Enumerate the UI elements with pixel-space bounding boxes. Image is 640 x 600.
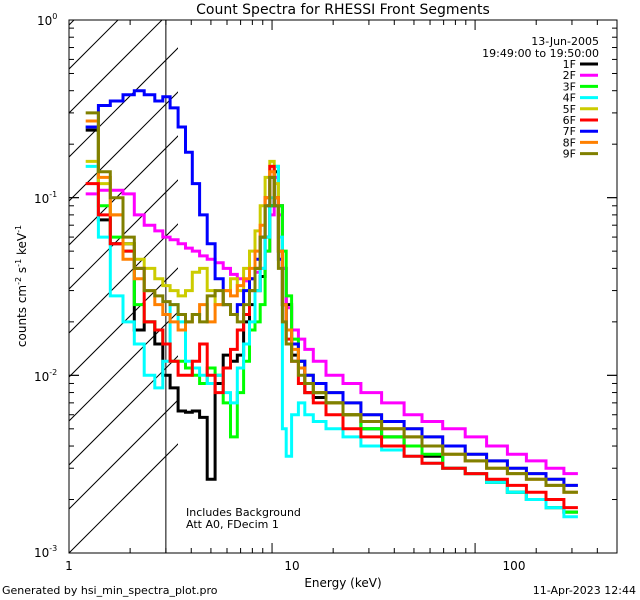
timestamp-footer: 11-Apr-2023 12:44	[532, 584, 636, 597]
hatch-line	[69, 355, 178, 466]
time-range-annotation: 19:49:00 to 19:50:00	[482, 47, 599, 60]
hatch-line	[69, 20, 163, 114]
attenuator-note: Att A0, FDecim 1	[186, 518, 279, 531]
date-annotation: 13-Jun-2005	[531, 35, 599, 48]
legend-label-9f: 9F	[563, 148, 576, 161]
legend-label-2f: 2F	[563, 69, 576, 82]
hatch-line	[69, 399, 178, 510]
x-tick-label: 10	[284, 559, 299, 573]
y-tick-label: 10-3	[34, 544, 57, 560]
y-tick-label: 10-2	[34, 368, 57, 384]
legend-label-5f: 5F	[563, 103, 576, 116]
series-line-4f	[85, 164, 578, 519]
series-layer	[85, 89, 578, 519]
series-line-5f	[85, 159, 578, 487]
background-note: Includes Background	[186, 506, 301, 519]
legend-label-7f: 7F	[563, 125, 576, 138]
legend-label-6f: 6F	[563, 114, 576, 127]
y-axis-label: counts cm-2 s-1 keV-1	[14, 225, 29, 347]
y-tick-labels: 100 10-1 10-2 10-3	[34, 12, 57, 560]
legend-label-1f: 1F	[563, 58, 576, 71]
series-line-1f	[85, 128, 578, 514]
x-tick-label: 100	[503, 559, 526, 573]
series-line-8f	[85, 119, 578, 494]
chart-title: Count Spectra for RHESSI Front Segments	[196, 2, 490, 18]
plot-frame	[68, 19, 618, 554]
legend-label-8f: 8F	[563, 136, 576, 149]
hatch-line	[69, 179, 178, 290]
hatch-line	[69, 223, 178, 334]
hatch-line	[69, 443, 178, 553]
hatch-line	[69, 135, 178, 246]
generated-by-footer: Generated by hsi_min_spectra_plot.pro	[2, 584, 218, 597]
series-line-3f	[85, 125, 578, 514]
y-tick-label: 10-1	[34, 190, 57, 206]
series-line-7f	[85, 89, 578, 487]
x-tick-labels: 1 10 100	[65, 559, 525, 573]
series-line-9f	[85, 111, 578, 494]
hatch-line	[69, 267, 178, 378]
hatch-line	[69, 91, 178, 202]
hatch-line	[69, 47, 178, 158]
hatch-line	[69, 311, 178, 422]
legend-label-4f: 4F	[563, 92, 576, 105]
series-line-6f	[85, 164, 578, 510]
y-tick-label: 100	[37, 12, 57, 28]
x-axis-label: Energy (keV)	[304, 576, 381, 590]
x-tick-label: 1	[65, 559, 73, 573]
legend-label-3f: 3F	[563, 80, 576, 93]
axis-ticks	[68, 19, 618, 554]
